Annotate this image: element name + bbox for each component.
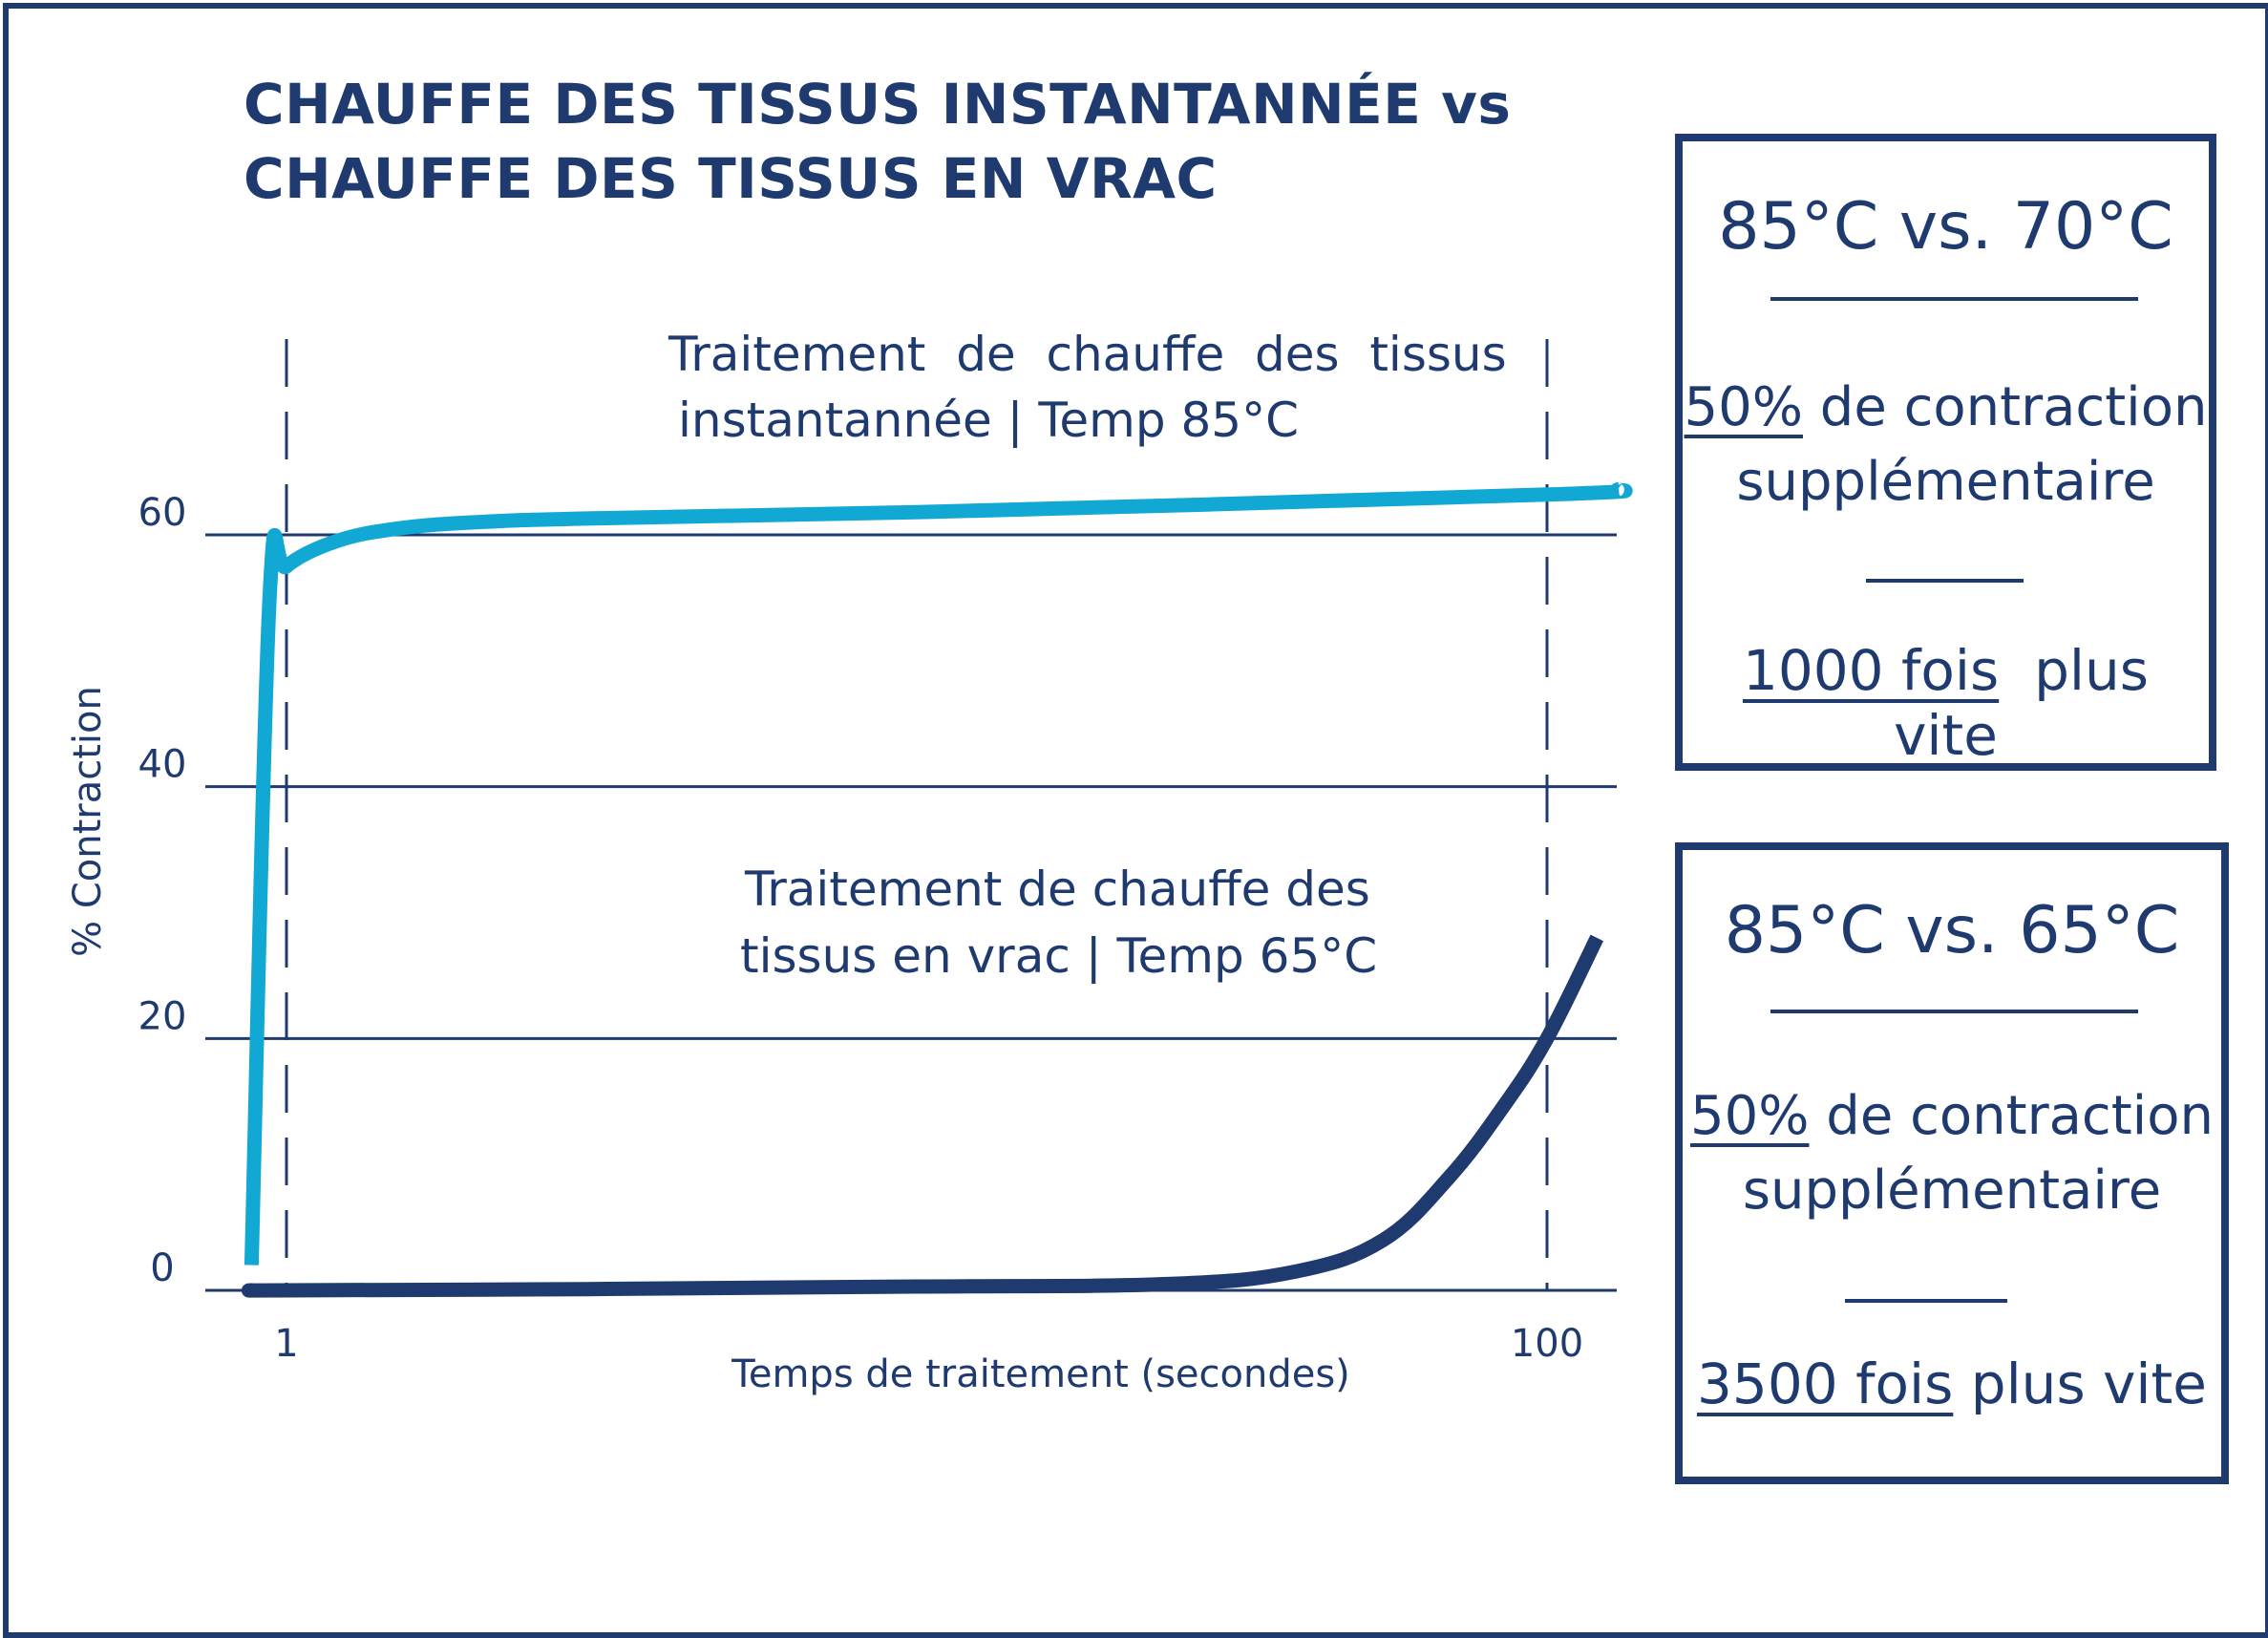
box1-supplementary: supplémentaire — [1736, 451, 2155, 513]
y-tick-label: 20 — [138, 994, 187, 1038]
y-axis-label: % Contraction — [66, 686, 110, 957]
series-lines — [241, 482, 1633, 1298]
comparison-box-1: 85°C vs. 70°C 50% de contraction supplém… — [1675, 134, 2216, 771]
box1-comparison: 85°C vs. 70°C — [1718, 189, 2173, 265]
series-line-instant — [244, 482, 1633, 1266]
box2-pct-rest: de contraction — [1809, 1085, 2214, 1147]
box2-speed-rest: plus vite — [1953, 1351, 2207, 1416]
box1-divider-2 — [1866, 579, 2024, 583]
x-axis-label: Temps de traitement (secondes) — [731, 1352, 1350, 1396]
reference-lines — [285, 339, 1549, 1290]
box1-speed: 1000 fois plus vite — [1683, 638, 2209, 768]
annotation-instant-line-1: Traitement de chauffe des tissus — [668, 327, 1507, 382]
box2-pct: 50% — [1690, 1085, 1810, 1147]
box2-extra-contraction: 50% de contraction — [1683, 1079, 2221, 1154]
annotation-bulk-line-2: tissus en vrac | Temp 65°C — [740, 928, 1377, 984]
x-tick-label: 100 — [1511, 1322, 1583, 1366]
annotation-instant: Traitement de chauffe des tissus instant… — [668, 327, 1507, 448]
box1-pct-rest: de contraction — [1802, 376, 2208, 438]
x-tick-label: 1 — [274, 1322, 298, 1366]
annotation-bulk-line-1: Traitement de chauffe des — [744, 862, 1370, 917]
y-tick-label: 0 — [150, 1246, 174, 1290]
box1-speed-rest: plus vite — [1894, 638, 2150, 768]
box2-speed: 3500 fois plus vite — [1683, 1351, 2221, 1416]
box2-divider-2 — [1845, 1299, 2007, 1303]
chart-title: CHAUFFE DES TISSUS INSTANTANNÉE vs CHAUF… — [244, 67, 1511, 216]
box1-extra-contraction: 50% de contraction — [1683, 371, 2209, 445]
box1-divider-1 — [1770, 297, 2138, 301]
box2-supplementary: supplémentaire — [1742, 1159, 2162, 1222]
box2-speed-value: 3500 fois — [1697, 1351, 1954, 1416]
box1-speed-value: 1000 fois — [1742, 638, 2000, 703]
box2-comparison: 85°C vs. 65°C — [1724, 893, 2180, 968]
box1-pct: 50% — [1684, 376, 1803, 438]
title-line-1: CHAUFFE DES TISSUS INSTANTANNÉE vs — [244, 72, 1512, 137]
box2-divider-1 — [1770, 1010, 2138, 1013]
series-line-bulk — [241, 934, 1604, 1298]
annotation-instant-line-2: instantannée | Temp 85°C — [678, 393, 1299, 448]
annotation-bulk: Traitement de chauffe des tissus en vrac… — [740, 862, 1377, 984]
y-tick-label: 60 — [138, 491, 187, 535]
comparison-box-2: 85°C vs. 65°C 50% de contraction supplém… — [1675, 842, 2229, 1484]
title-line-2: CHAUFFE DES TISSUS EN VRAC — [244, 146, 1218, 211]
x-tick-labels: 1 100 — [274, 1322, 1583, 1366]
y-tick-labels: 0 20 40 60 — [138, 491, 187, 1290]
y-tick-label: 40 — [138, 743, 187, 787]
